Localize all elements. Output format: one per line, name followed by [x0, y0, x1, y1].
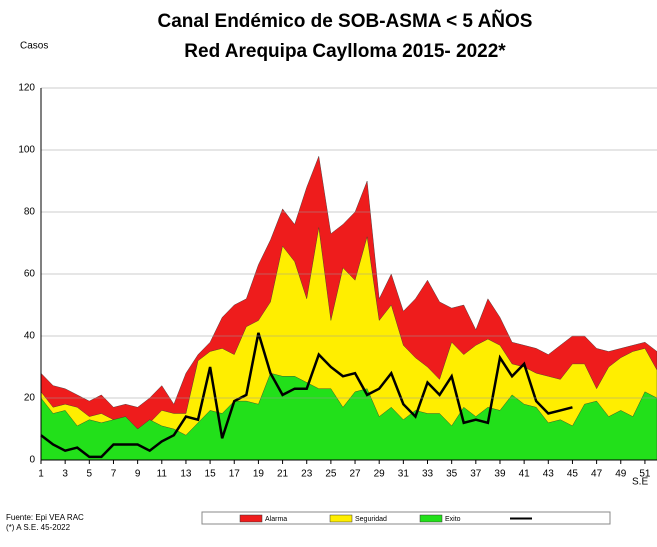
line [40, 332, 573, 459]
x-tick-label: 45 [567, 469, 579, 480]
x-tick-label: 25 [325, 469, 337, 480]
x-tick-label: 23 [301, 469, 313, 480]
y-tick-label: 100 [18, 145, 35, 156]
y-tick-label: 80 [24, 207, 36, 218]
x-tick-label: 41 [519, 469, 531, 480]
x-tick-label: 51 [639, 469, 651, 480]
x-tick-label: 1 [38, 469, 44, 480]
legend-label: Seguridad [355, 516, 387, 523]
x-tick-label: 15 [205, 469, 217, 480]
x-tick-label: 43 [543, 469, 555, 480]
x-tick-label: 47 [591, 469, 603, 480]
x-tick-label: 19 [253, 469, 265, 480]
legend-box [201, 511, 611, 525]
chart-subtitle: Red Arequipa Caylloma 2015- 2022* [184, 41, 506, 62]
x-tick-label: 49 [615, 469, 627, 480]
x-tick-label: 29 [374, 469, 386, 480]
y-tick-label: 0 [29, 455, 35, 466]
x-tick-label: 5 [87, 469, 93, 480]
x-tick-label: 13 [180, 469, 192, 480]
x-tick-label: 9 [135, 469, 141, 480]
source: Fuente: Epi VEA RAC [6, 513, 84, 522]
x-tick-label: 17 [229, 469, 241, 480]
y-tick-label: 20 [24, 393, 36, 404]
x-tick-label: 33 [422, 469, 434, 480]
x-tick-label: 37 [470, 469, 482, 480]
x-tick-label: 27 [349, 469, 361, 480]
legend-swatch [239, 514, 263, 523]
x-tick-label: 35 [446, 469, 458, 480]
legend-label: Alarma [265, 516, 287, 523]
note: (*) A S.E. 45-2022 [6, 523, 71, 532]
x-tick-label: 11 [157, 469, 168, 480]
x-tick-label: 39 [494, 469, 506, 480]
legend-swatch [419, 514, 443, 523]
x-tick-label: 21 [277, 469, 289, 480]
y-axis-label: Casos [20, 41, 48, 52]
x-tick-label: 7 [111, 469, 117, 480]
x-tick-label: 3 [62, 469, 68, 480]
y-tick-label: 60 [24, 269, 36, 280]
y-tick-label: 120 [18, 83, 35, 94]
legend-label: Exito [445, 516, 461, 523]
chart-title: Canal Endémico de SOB-ASMA < 5 AÑOS [158, 10, 533, 32]
legend-swatch [329, 514, 353, 523]
x-axis-label: S.E [632, 477, 648, 488]
x-tick-label: 31 [398, 469, 410, 480]
area [40, 372, 657, 461]
y-tick-label: 40 [24, 331, 36, 342]
